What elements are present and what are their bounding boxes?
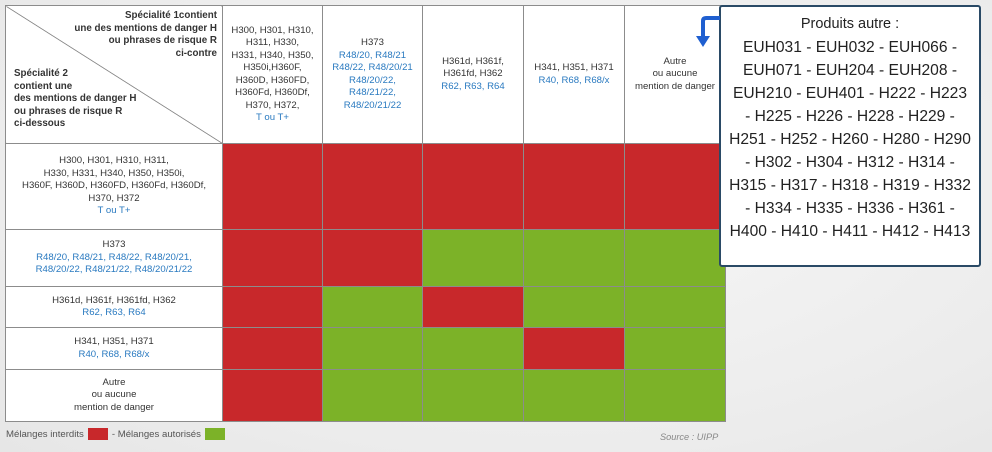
column-header-risk: R62, R63, R64 xyxy=(441,80,505,92)
column-header-codes: H341, H351, H371 xyxy=(534,62,614,73)
row-header-risk: R48/20, R48/21, R48/22, R48/20/21, R48/2… xyxy=(35,251,193,276)
matrix-cell xyxy=(322,229,423,287)
row-header-risk: R40, R68, R68/x xyxy=(78,348,150,360)
matrix-cell xyxy=(222,327,323,370)
row-header-risk: R62, R63, R64 xyxy=(82,307,146,318)
matrix-cell xyxy=(624,143,726,230)
matrix-cell xyxy=(422,327,524,370)
corner-cell: Spécialité 1contient une des mentions de… xyxy=(5,5,223,144)
matrix-cell xyxy=(523,327,625,370)
matrix-cell xyxy=(624,327,726,370)
matrix-cell xyxy=(322,286,423,328)
source-label: Source : UIPP xyxy=(660,432,719,442)
column-header-codes: H373 xyxy=(361,37,384,48)
matrix-cell xyxy=(523,229,625,287)
callout-box: Produits autre : EUH031 - EUH032 - EUH06… xyxy=(719,5,981,267)
matrix-row-5: Autre ou aucune mention de danger xyxy=(5,369,726,422)
callout-title: Produits autre : xyxy=(800,16,900,32)
column-header-2: H373 R48/20, R48/21 R48/22, R48/20/21 R4… xyxy=(322,5,423,144)
header-row: Spécialité 1contient une des mentions de… xyxy=(5,5,726,144)
column-header-3: H361d, H361f, H361fd, H362 R62, R63, R64 xyxy=(422,5,524,144)
matrix-cell xyxy=(523,286,625,328)
column-header-codes: Autre ou aucune mention de danger xyxy=(634,55,715,92)
column-header-1: H300, H301, H310, H311, H330, H331, H340… xyxy=(222,5,323,144)
column-header-risk: T ou T+ xyxy=(256,112,289,123)
legend: Mélanges interdits - Mélanges autorisés xyxy=(6,428,229,440)
callout-body: EUH031 - EUH032 - EUH066 - EUH071 - EUH2… xyxy=(729,39,971,240)
matrix-cell xyxy=(422,229,524,287)
corner-top-label: Spécialité 1contient une des mentions de… xyxy=(74,10,217,59)
column-header-5: Autre ou aucune mention de danger xyxy=(624,5,726,144)
matrix-row-4: H341, H351, H371 R40, R68, R68/x xyxy=(5,327,726,370)
matrix-cell xyxy=(322,327,423,370)
row-header-2: H373 R48/20, R48/21, R48/22, R48/20/21, … xyxy=(5,229,223,287)
row-header-3: H361d, H361f, H361fd, H362 R62, R63, R64 xyxy=(5,286,223,328)
matrix-cell xyxy=(222,286,323,328)
row-header-codes: H341, H351, H371 xyxy=(74,336,154,347)
matrix-cell xyxy=(222,229,323,287)
legend-forbidden-label: Mélanges interdits xyxy=(6,428,84,440)
column-header-4: H341, H351, H371 R40, R68, R68/x xyxy=(523,5,625,144)
legend-allowed-swatch xyxy=(204,428,225,440)
matrix-row-3: H361d, H361f, H361fd, H362 R62, R63, R64 xyxy=(5,286,726,328)
matrix-cell xyxy=(624,286,726,328)
matrix-cell xyxy=(222,369,323,422)
matrix-row-2: H373 R48/20, R48/21, R48/22, R48/20/21, … xyxy=(5,229,726,287)
matrix-cell xyxy=(322,143,423,230)
matrix-cell xyxy=(422,143,524,230)
matrix-cell xyxy=(624,369,726,422)
compatibility-matrix: Spécialité 1contient une des mentions de… xyxy=(5,5,726,422)
matrix-cell xyxy=(422,369,524,422)
callout-arrow-icon xyxy=(696,16,720,47)
column-header-risk: R48/20, R48/21 R48/22, R48/20/21 R48/20/… xyxy=(332,49,413,111)
row-header-codes: H300, H301, H310, H311, H330, H331, H340… xyxy=(22,155,206,204)
column-header-codes: H361d, H361f, H361fd, H362 xyxy=(442,55,504,80)
matrix-cell xyxy=(222,143,323,230)
legend-forbidden-swatch xyxy=(87,428,108,440)
row-header-codes: H361d, H361f, H361fd, H362 xyxy=(52,294,176,306)
row-header-risk: T ou T+ xyxy=(97,205,131,217)
row-header-4: H341, H351, H371 R40, R68, R68/x xyxy=(5,327,223,370)
matrix-cell xyxy=(624,229,726,287)
matrix-cell xyxy=(523,143,625,230)
row-header-codes: Autre ou aucune mention de danger xyxy=(73,376,154,413)
legend-allowed-label: - Mélanges autorisés xyxy=(111,428,201,440)
matrix-cell xyxy=(523,369,625,422)
matrix-row-1: H300, H301, H310, H311, H330, H331, H340… xyxy=(5,143,726,230)
row-header-1: H300, H301, H310, H311, H330, H331, H340… xyxy=(5,143,223,230)
row-header-5: Autre ou aucune mention de danger xyxy=(5,369,223,422)
row-header-codes: H373 xyxy=(102,239,126,251)
matrix-cell xyxy=(322,369,423,422)
column-header-risk: R40, R68, R68/x xyxy=(538,74,610,86)
corner-bottom-label: Spécialité 2 contient une des mentions d… xyxy=(14,68,137,130)
matrix-cell xyxy=(422,286,524,328)
column-header-codes: H300, H301, H310, H311, H330, H331, H340… xyxy=(231,24,314,111)
